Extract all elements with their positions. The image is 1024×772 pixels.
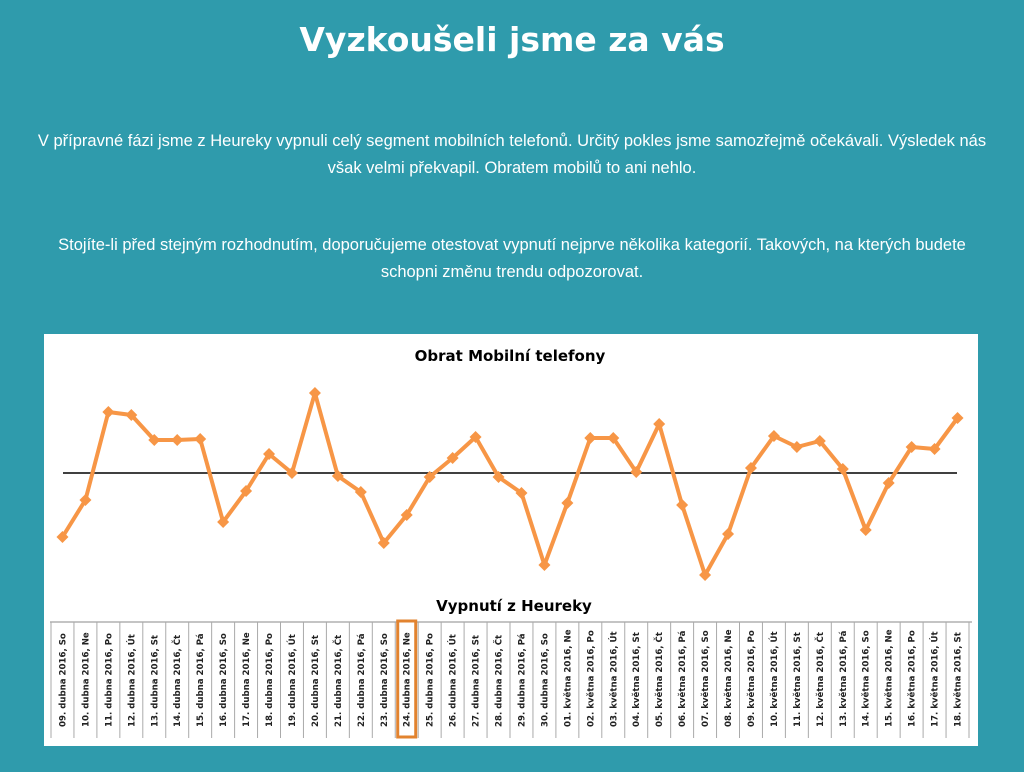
- x-tick-label: 05. května 2016, Čt: [653, 632, 665, 727]
- x-tick-label: 28. dubna 2016, Čt: [493, 635, 505, 727]
- data-point: [859, 524, 872, 536]
- x-tick-label: 17. května 2016, Út: [929, 631, 941, 727]
- data-point: [423, 471, 436, 483]
- data-point: [400, 509, 413, 521]
- data-point: [217, 516, 230, 528]
- data-point: [469, 431, 482, 443]
- x-tick-label: 08. května 2016, Ne: [723, 629, 734, 727]
- data-point: [56, 531, 69, 543]
- x-tick-label: 17. dubna 2016, Ne: [242, 632, 252, 727]
- data-point: [194, 433, 207, 445]
- data-point: [813, 435, 826, 447]
- x-tick-label: 20. dubna 2016, St: [311, 635, 321, 727]
- x-tick-label: 03. května 2016, Út: [607, 631, 619, 727]
- x-tick-label: 02. května 2016, Po: [585, 630, 596, 727]
- data-point: [584, 432, 597, 444]
- data-point: [951, 412, 964, 424]
- x-tick-label: 11. května 2016, St: [792, 632, 803, 727]
- data-point: [377, 537, 390, 549]
- x-tick-label: 21. dubna 2016, Čt: [332, 635, 344, 727]
- data-point: [630, 466, 643, 478]
- x-tick-label: 13. dubna 2016, St: [150, 635, 160, 727]
- x-tick-label: 19. dubna 2016, Út: [286, 634, 298, 727]
- paragraph: V přípravné fázi jsme z Heureky vypnuli …: [37, 132, 987, 177]
- x-tick-label: 18. května 2016, St: [953, 632, 964, 727]
- annotation: Vypnutí z Heureky: [436, 597, 592, 615]
- x-tick-label: 15. května 2016, Ne: [884, 629, 895, 727]
- x-tick-label: 09. dubna 2016, So: [58, 633, 68, 727]
- data-point: [148, 434, 161, 446]
- highlight-box: [396, 619, 418, 739]
- data-point: [331, 470, 344, 482]
- chart-background: [44, 334, 978, 746]
- x-tick-label: 18. dubna 2016, Po: [265, 633, 275, 727]
- x-tick-label: 09. května 2016, Po: [746, 630, 757, 727]
- x-tick-label: 01. května 2016, Ne: [562, 629, 573, 727]
- x-tick-label: 27. dubna 2016, St: [472, 635, 482, 727]
- x-tick-label: 15. dubna 2016, Pá: [196, 633, 206, 727]
- data-point: [354, 486, 367, 498]
- x-tick-label: 07. května 2016, So: [700, 630, 711, 727]
- x-tick-label: 11. dubna 2016, Po: [104, 633, 114, 727]
- data-point: [905, 441, 918, 453]
- chart-title: Obrat Mobilní telefony: [415, 347, 606, 365]
- data-point: [102, 406, 115, 418]
- data-point: [607, 432, 620, 444]
- heading: Vyzkoušeli jsme za vás: [299, 20, 725, 59]
- x-tick-label: 23. dubna 2016, So: [380, 633, 390, 727]
- x-tick-label: 30. dubna 2016, So: [540, 633, 550, 727]
- x-tick-label: 12. května 2016, Čt: [814, 632, 826, 727]
- x-tick-label: 26. dubna 2016, Út: [447, 634, 459, 727]
- data-point: [308, 387, 321, 399]
- data-line: [60, 391, 960, 577]
- x-tick-label: 24. dubna 2016, Ne: [403, 632, 413, 727]
- data-point: [446, 452, 459, 464]
- x-tick-label: 14. dubna 2016, Čt: [171, 635, 183, 727]
- x-tick-label: 06. května 2016, Pá: [677, 630, 688, 727]
- data-point: [171, 434, 184, 446]
- x-tick-label: 12. dubna 2016, Út: [125, 634, 137, 727]
- data-point: [744, 462, 757, 474]
- chart: Obrat Mobilní telefony Vypnutí z Heureky…: [44, 334, 978, 746]
- data-point: [653, 418, 666, 430]
- data-point: [767, 430, 780, 442]
- data-point: [928, 443, 941, 455]
- data-point: [285, 467, 298, 479]
- x-tick-label: 22. dubna 2016, Pá: [357, 633, 367, 727]
- x-tick-label: 16. května 2016, Po: [907, 630, 918, 727]
- data-point: [722, 528, 735, 540]
- data-point: [515, 487, 528, 499]
- x-tick-label: 13. května 2016, Pá: [838, 630, 849, 727]
- data-point: [676, 499, 689, 511]
- x-tick-label: 10. května 2016, Út: [768, 631, 780, 727]
- data-point: [125, 409, 138, 421]
- x-tick-label: 14. května 2016, So: [861, 630, 872, 727]
- data-point: [492, 471, 505, 483]
- x-tick-label: 29. dubna 2016, Pá: [517, 633, 527, 727]
- data-point: [263, 448, 276, 460]
- data-point: [561, 497, 574, 509]
- data-point: [836, 463, 849, 475]
- data-point: [79, 494, 92, 506]
- x-tick-label: 10. dubna 2016, Ne: [81, 632, 91, 727]
- data-point: [882, 477, 895, 489]
- x-tick-label: 16. dubna 2016, So: [219, 633, 229, 727]
- data-point: [240, 485, 253, 497]
- x-tick-label: 25. dubna 2016, Po: [426, 633, 436, 727]
- data-point: [699, 569, 712, 581]
- data-point: [790, 441, 803, 453]
- x-tick-label: 04. května 2016, St: [631, 632, 642, 727]
- paragraph: Stojíte-li před stejným rozhodnutím, dop…: [58, 236, 966, 281]
- data-point: [538, 559, 551, 571]
